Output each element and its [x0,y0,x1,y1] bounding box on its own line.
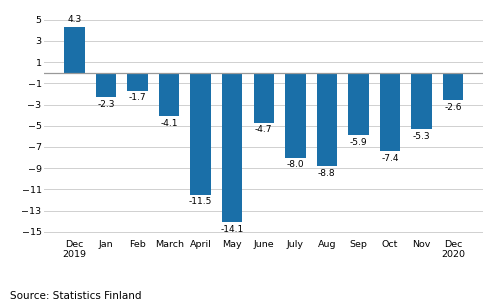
Bar [411,73,432,129]
Text: -5.9: -5.9 [350,138,367,147]
Bar [285,73,306,157]
Bar [64,27,85,73]
Text: -14.1: -14.1 [220,225,244,234]
Bar [159,73,179,116]
Bar [348,73,369,135]
Text: -2.6: -2.6 [444,103,462,112]
Text: -8.8: -8.8 [318,169,336,178]
Text: -8.0: -8.0 [286,160,304,169]
Bar [443,73,463,100]
Text: -2.3: -2.3 [97,100,115,109]
Text: -7.4: -7.4 [381,154,399,163]
Text: -5.3: -5.3 [413,132,430,141]
Text: -4.1: -4.1 [160,119,178,128]
Bar [222,73,243,222]
Text: -4.7: -4.7 [255,125,273,134]
Bar [317,73,337,166]
Bar [253,73,274,123]
Bar [190,73,211,195]
Bar [127,73,148,91]
Text: 4.3: 4.3 [68,16,82,25]
Bar [380,73,400,151]
Text: -1.7: -1.7 [129,93,146,102]
Bar [96,73,116,97]
Text: Source: Statistics Finland: Source: Statistics Finland [10,291,141,301]
Text: -11.5: -11.5 [189,197,212,206]
